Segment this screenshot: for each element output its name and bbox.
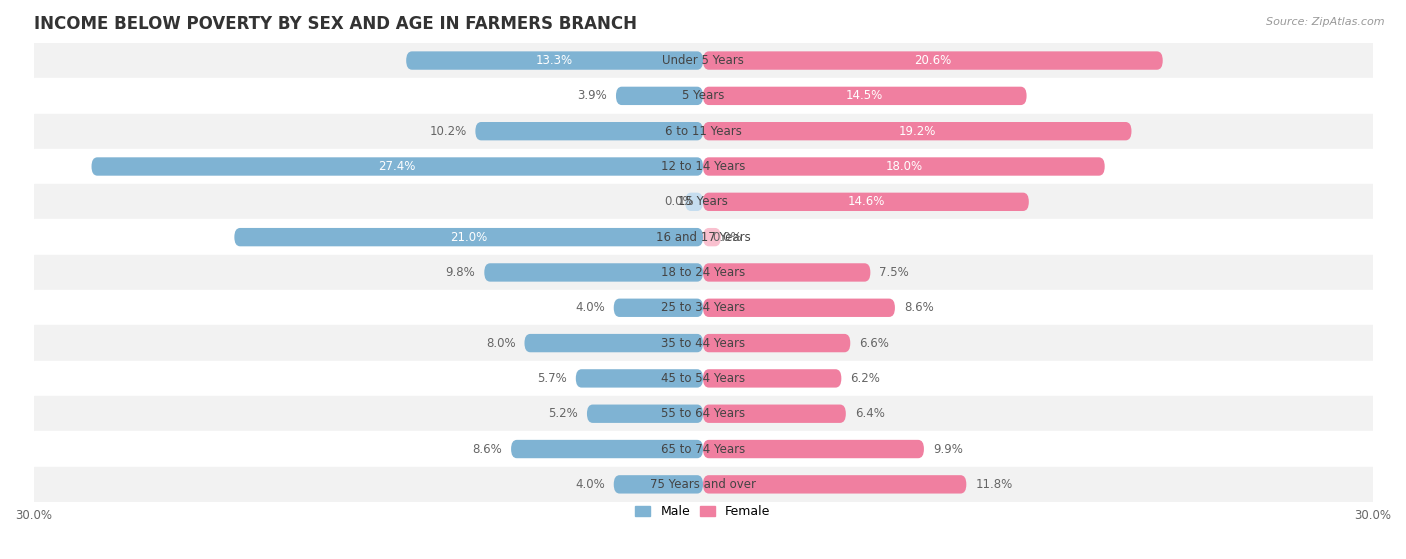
Text: 6 to 11 Years: 6 to 11 Years	[665, 125, 741, 138]
FancyBboxPatch shape	[703, 440, 924, 458]
Text: 13.3%: 13.3%	[536, 54, 574, 67]
Text: 6.6%: 6.6%	[859, 337, 889, 349]
Text: 11.8%: 11.8%	[976, 478, 1012, 491]
Text: 7.5%: 7.5%	[879, 266, 910, 279]
Bar	[34, 432, 1372, 467]
Text: 10.2%: 10.2%	[429, 125, 467, 138]
Bar	[34, 467, 1372, 502]
Text: 6.4%: 6.4%	[855, 407, 884, 420]
Text: 0.0%: 0.0%	[711, 231, 741, 244]
Bar	[34, 149, 1372, 184]
FancyBboxPatch shape	[703, 405, 846, 423]
Bar	[34, 396, 1372, 432]
FancyBboxPatch shape	[703, 299, 896, 317]
Text: 75 Years and over: 75 Years and over	[650, 478, 756, 491]
FancyBboxPatch shape	[614, 299, 703, 317]
Bar	[34, 325, 1372, 361]
FancyBboxPatch shape	[703, 122, 1132, 140]
Text: 18.0%: 18.0%	[886, 160, 922, 173]
Text: 45 to 54 Years: 45 to 54 Years	[661, 372, 745, 385]
FancyBboxPatch shape	[510, 440, 703, 458]
Text: 4.0%: 4.0%	[575, 301, 605, 314]
FancyBboxPatch shape	[484, 263, 703, 282]
Text: 15 Years: 15 Years	[678, 195, 728, 209]
Bar	[34, 290, 1372, 325]
FancyBboxPatch shape	[703, 157, 1105, 176]
Text: 18 to 24 Years: 18 to 24 Years	[661, 266, 745, 279]
FancyBboxPatch shape	[703, 51, 1163, 70]
FancyBboxPatch shape	[475, 122, 703, 140]
Text: 9.9%: 9.9%	[932, 443, 963, 456]
Text: 0.0%: 0.0%	[665, 195, 695, 209]
FancyBboxPatch shape	[703, 193, 1029, 211]
Bar	[34, 361, 1372, 396]
FancyBboxPatch shape	[406, 51, 703, 70]
FancyBboxPatch shape	[235, 228, 703, 247]
Text: 5 Years: 5 Years	[682, 89, 724, 102]
Text: 30.0%: 30.0%	[1354, 509, 1391, 522]
Text: 6.2%: 6.2%	[851, 372, 880, 385]
Text: 12 to 14 Years: 12 to 14 Years	[661, 160, 745, 173]
FancyBboxPatch shape	[616, 87, 703, 105]
Text: 3.9%: 3.9%	[578, 89, 607, 102]
Text: INCOME BELOW POVERTY BY SEX AND AGE IN FARMERS BRANCH: INCOME BELOW POVERTY BY SEX AND AGE IN F…	[34, 15, 637, 33]
Text: 14.6%: 14.6%	[848, 195, 884, 209]
Text: 8.6%: 8.6%	[472, 443, 502, 456]
Text: 4.0%: 4.0%	[575, 478, 605, 491]
FancyBboxPatch shape	[685, 193, 703, 211]
Text: 9.8%: 9.8%	[446, 266, 475, 279]
Text: 8.0%: 8.0%	[486, 337, 516, 349]
Text: 55 to 64 Years: 55 to 64 Years	[661, 407, 745, 420]
Text: 14.5%: 14.5%	[846, 89, 883, 102]
FancyBboxPatch shape	[703, 334, 851, 352]
FancyBboxPatch shape	[524, 334, 703, 352]
Bar	[34, 184, 1372, 220]
Legend: Male, Female: Male, Female	[630, 500, 776, 523]
Text: 65 to 74 Years: 65 to 74 Years	[661, 443, 745, 456]
FancyBboxPatch shape	[576, 369, 703, 387]
Text: 27.4%: 27.4%	[378, 160, 416, 173]
Text: 16 and 17 Years: 16 and 17 Years	[655, 231, 751, 244]
FancyBboxPatch shape	[703, 228, 721, 247]
Text: 35 to 44 Years: 35 to 44 Years	[661, 337, 745, 349]
Bar	[34, 255, 1372, 290]
Text: 5.7%: 5.7%	[537, 372, 567, 385]
Bar	[34, 220, 1372, 255]
FancyBboxPatch shape	[614, 475, 703, 494]
Text: Under 5 Years: Under 5 Years	[662, 54, 744, 67]
Text: 20.6%: 20.6%	[914, 54, 952, 67]
FancyBboxPatch shape	[703, 475, 966, 494]
Text: 19.2%: 19.2%	[898, 125, 936, 138]
FancyBboxPatch shape	[703, 87, 1026, 105]
FancyBboxPatch shape	[586, 405, 703, 423]
Text: 25 to 34 Years: 25 to 34 Years	[661, 301, 745, 314]
Text: 30.0%: 30.0%	[15, 509, 52, 522]
FancyBboxPatch shape	[703, 263, 870, 282]
Text: Source: ZipAtlas.com: Source: ZipAtlas.com	[1267, 17, 1385, 27]
Text: 21.0%: 21.0%	[450, 231, 488, 244]
Text: 5.2%: 5.2%	[548, 407, 578, 420]
Bar	[34, 78, 1372, 113]
Bar	[34, 113, 1372, 149]
Text: 8.6%: 8.6%	[904, 301, 934, 314]
Bar	[34, 43, 1372, 78]
FancyBboxPatch shape	[703, 369, 841, 387]
FancyBboxPatch shape	[91, 157, 703, 176]
